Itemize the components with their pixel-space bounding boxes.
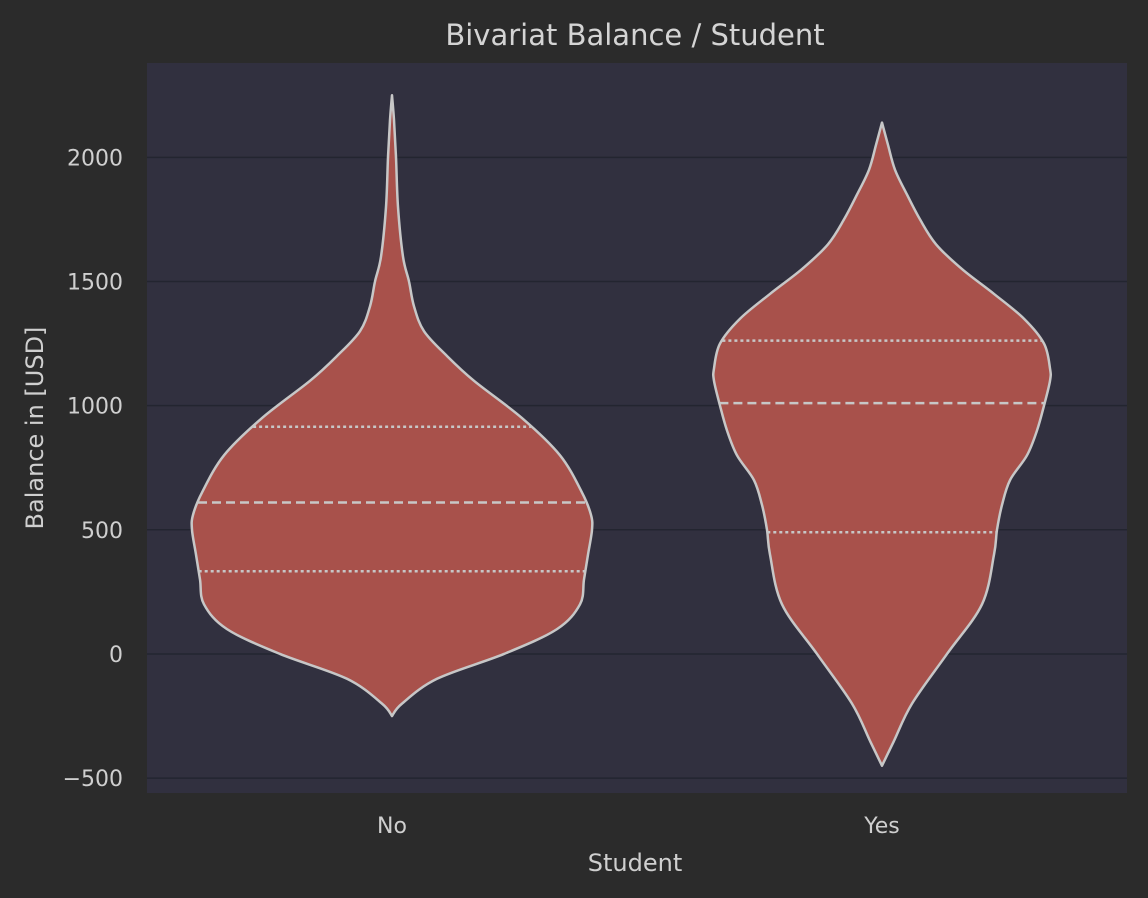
violin-no	[190, 94, 594, 718]
chart-title: Bivariat Balance / Student	[445, 18, 824, 52]
y-tick-label: 1000	[67, 395, 123, 420]
x-tick-label-yes: Yes	[863, 814, 900, 839]
y-tick-label: 0	[109, 643, 123, 668]
x-tick-label-no: No	[377, 814, 407, 839]
violins	[190, 94, 1052, 767]
x-axis-ticks: No Yes	[377, 814, 900, 839]
y-tick-label: 1500	[67, 271, 123, 296]
y-axis-ticks: −500 0 500 1000 1500 2000	[63, 146, 123, 792]
y-tick-label: 500	[81, 519, 123, 544]
violin-yes	[712, 121, 1052, 767]
y-tick-label: −500	[63, 767, 123, 792]
x-axis-label: Student	[588, 849, 682, 877]
y-axis-label: Balance in [USD]	[21, 327, 49, 530]
y-tick-label: 2000	[67, 146, 123, 171]
